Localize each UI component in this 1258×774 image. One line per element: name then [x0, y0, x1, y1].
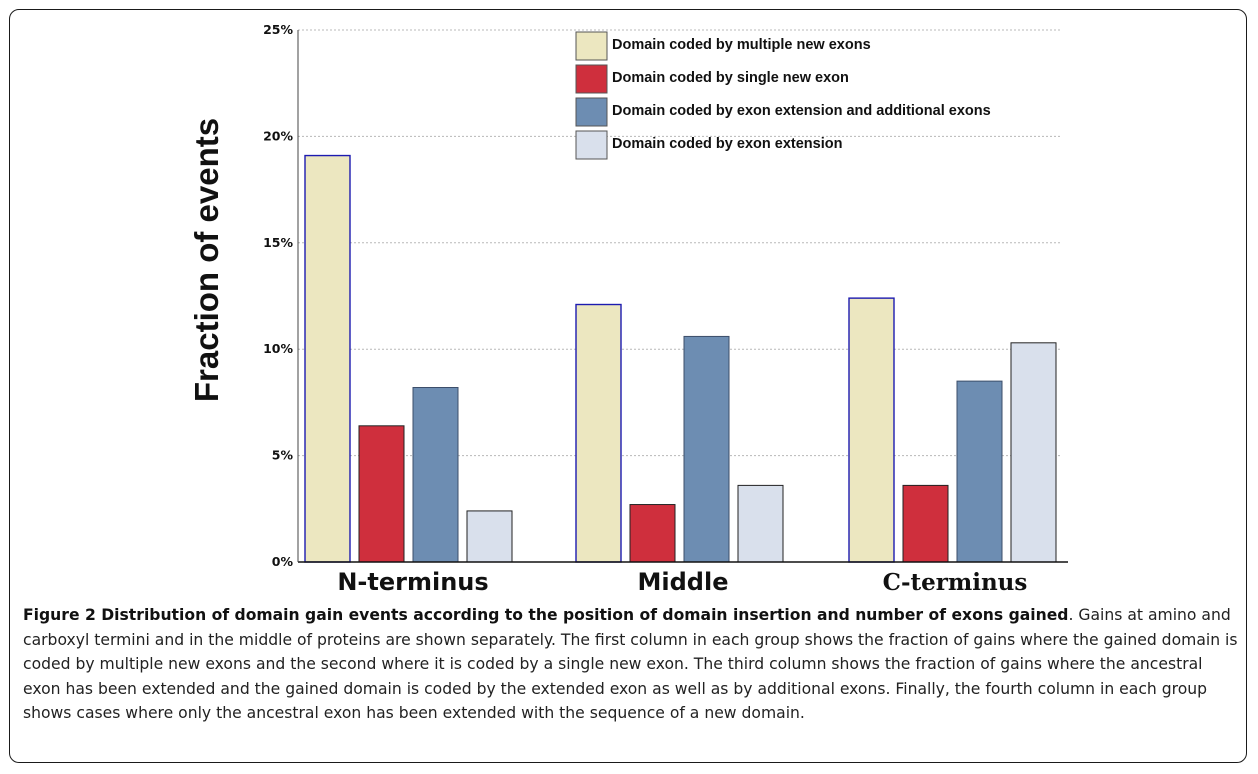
bar-c-terminus-series-4 — [1010, 342, 1057, 563]
legend: Domain coded by multiple new exons Domain… — [575, 31, 991, 160]
legend-entry: Domain coded by multiple new exons — [612, 37, 871, 53]
bar-n-terminus-series-3 — [412, 387, 459, 563]
y-tick-label: 25% — [263, 22, 293, 37]
y-tick-label: 10% — [263, 341, 293, 356]
bar-n-terminus-series-1 — [304, 154, 351, 563]
y-tick-label: 15% — [263, 235, 293, 250]
y-axis-label: Fraction of events — [188, 118, 225, 402]
y-tick-label: 20% — [263, 128, 293, 143]
legend-swatch — [575, 64, 608, 94]
legend-entry: Domain coded by single new exon — [612, 70, 849, 86]
caption-title: Figure 2 Distribution of domain gain eve… — [23, 606, 1069, 624]
bar-middle-series-3 — [683, 335, 730, 563]
bar-c-terminus-series-2 — [902, 484, 949, 563]
gridlines — [298, 29, 1060, 457]
caption-body: . Gains at amino and carboxyl termini an… — [23, 606, 1238, 723]
legend-swatch — [575, 130, 608, 160]
y-tick-labels: 0% 5% 10% 15% 20% 25% — [263, 22, 293, 569]
figure-caption: Figure 2 Distribution of domain gain eve… — [23, 603, 1238, 726]
category-label: N-terminus — [337, 568, 488, 596]
y-tick-label: 5% — [272, 448, 294, 463]
legend-entry: Domain coded by exon extension — [612, 136, 842, 152]
bar-chart: 0% 5% 10% 15% 20% 25% Fraction of events N-te… — [188, 22, 1068, 596]
category-label: Middle — [638, 568, 729, 596]
legend-swatch — [575, 31, 608, 61]
bar-middle-series-4 — [737, 484, 784, 563]
bar-middle-series-2 — [629, 504, 676, 563]
bar-c-terminus-series-3 — [956, 380, 1003, 563]
bar-n-terminus-series-2 — [358, 425, 405, 563]
category-labels: N-terminus Middle C-terminus — [337, 568, 1027, 596]
bar-n-terminus-series-4 — [466, 510, 513, 563]
category-label: C-terminus — [883, 569, 1028, 596]
legend-swatch — [575, 97, 608, 127]
bar-c-terminus-series-1 — [848, 297, 895, 563]
bars — [304, 154, 1057, 563]
legend-entry: Domain coded by exon extension and addit… — [612, 103, 991, 119]
bar-middle-series-1 — [575, 303, 622, 563]
y-tick-label: 0% — [272, 554, 294, 569]
